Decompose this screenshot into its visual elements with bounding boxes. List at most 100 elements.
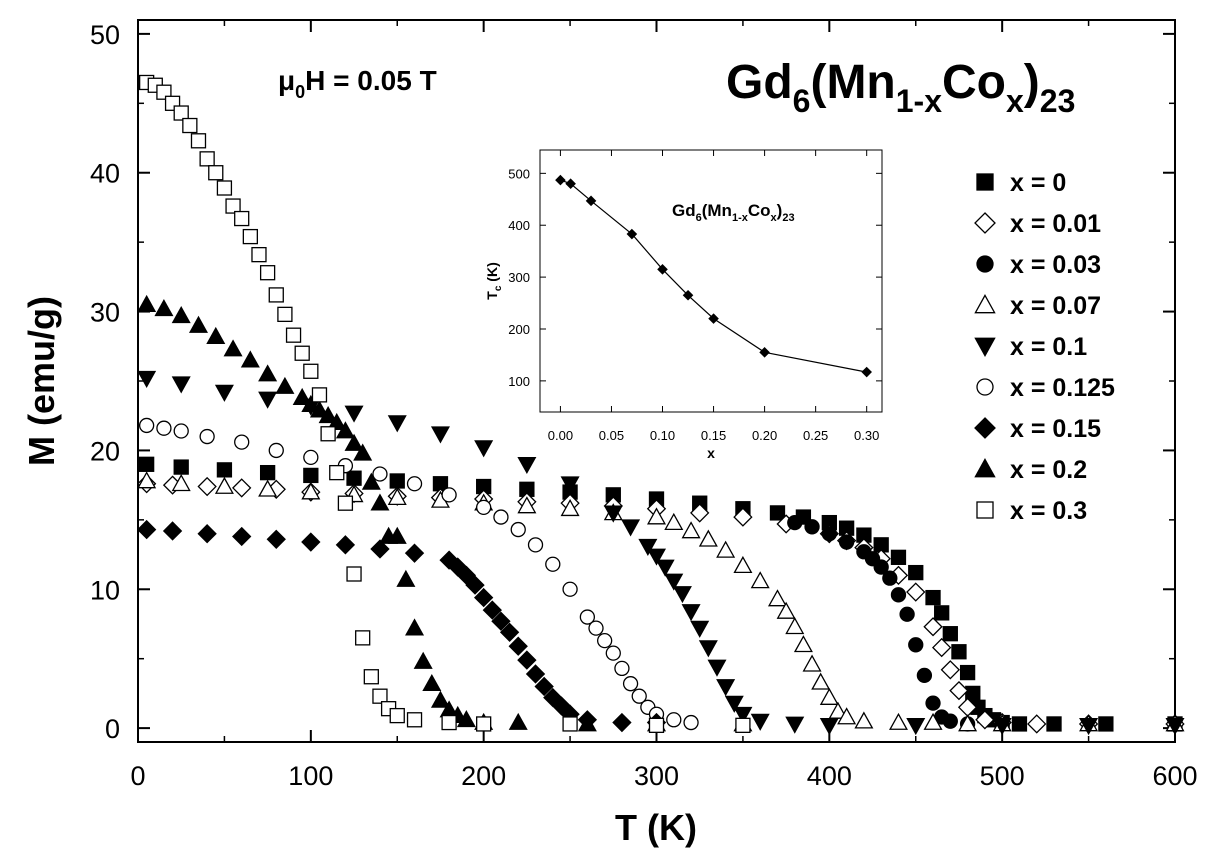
data-point	[137, 370, 157, 388]
inset-x-tick-label: 0.15	[701, 428, 726, 443]
formula-sub: 23	[1040, 83, 1076, 119]
data-point	[258, 479, 278, 497]
data-point	[285, 327, 302, 343]
data-point	[251, 246, 267, 263]
y-axis-title: M (emu/g)	[21, 296, 62, 466]
data-point	[517, 650, 537, 670]
inset-y-tick-label: 400	[508, 218, 530, 233]
data-point	[888, 712, 908, 730]
inset-formula-sub: 23	[782, 212, 794, 224]
data-point	[430, 426, 450, 444]
data-point	[560, 476, 580, 494]
data-point	[456, 710, 476, 728]
data-point	[173, 423, 189, 439]
data-point	[303, 363, 319, 379]
data-point	[318, 405, 338, 424]
data-point	[621, 519, 641, 537]
data-point	[188, 315, 208, 333]
data-point	[925, 589, 941, 606]
data-point	[707, 659, 727, 677]
data-point	[769, 505, 786, 521]
data-point	[923, 617, 943, 637]
legend-marker	[974, 458, 996, 478]
x-tick-label: 500	[980, 761, 1025, 791]
data-point	[353, 443, 373, 461]
legend-marker	[974, 212, 996, 234]
data-point	[225, 198, 241, 214]
main-series	[136, 74, 1185, 736]
data-point	[259, 464, 276, 481]
data-point	[303, 449, 319, 466]
data-point	[363, 669, 379, 685]
legend-marker	[976, 255, 994, 273]
data-point	[545, 556, 561, 572]
data-point	[491, 611, 511, 631]
data-point	[1079, 717, 1099, 736]
x-tick-label: 600	[1152, 761, 1197, 791]
data-point	[735, 717, 751, 733]
data-point	[266, 529, 286, 549]
data-point	[232, 526, 252, 547]
data-point	[197, 524, 217, 544]
data-point	[320, 426, 336, 442]
field-sub: 0	[295, 82, 305, 102]
data-point	[162, 521, 183, 541]
data-point	[838, 534, 855, 550]
data-point	[171, 376, 191, 394]
data-point	[959, 664, 976, 681]
data-point	[441, 487, 457, 503]
data-point	[171, 474, 191, 492]
inset-background	[539, 149, 883, 413]
data-point	[389, 473, 405, 489]
data-point	[672, 586, 692, 604]
data-point	[683, 714, 699, 731]
inset-y-tick-label: 100	[508, 374, 530, 389]
inset-series	[555, 174, 872, 378]
data-point	[259, 265, 276, 281]
inset-ticks: 0.00 0.05 0.10 0.15 0.20 0.25 0.30 100 200 300 400…	[508, 150, 882, 443]
y-tick-label: 10	[90, 575, 120, 605]
formula-part: (Mn	[810, 56, 895, 109]
data-point	[387, 526, 407, 544]
data-point	[716, 540, 736, 558]
data-point	[396, 569, 416, 587]
data-point	[854, 711, 874, 729]
data-point	[346, 470, 362, 486]
data-point	[579, 609, 596, 625]
data-point	[690, 503, 710, 523]
legend-label: x = 0.1	[1010, 333, 1087, 361]
legend-marker	[974, 294, 996, 314]
data-point	[473, 587, 494, 608]
formula-sub: x	[1006, 83, 1024, 119]
data-point	[430, 690, 450, 708]
series-x-0.3	[138, 74, 751, 733]
legend-marker	[976, 173, 994, 191]
data-point	[137, 294, 157, 313]
inset-data-point	[682, 289, 694, 301]
inset-formula: Gd6(Mn1-xCox)23	[672, 201, 795, 224]
inset-x-tick-label: 0.10	[650, 428, 675, 443]
formula-title: Gd6(Mn1-xCox)23	[726, 56, 1075, 119]
series-x-0.15	[136, 519, 667, 733]
data-point	[562, 581, 578, 597]
data-point	[890, 587, 907, 603]
data-point	[208, 165, 224, 181]
data-point	[932, 637, 952, 658]
inset-formula-sub: 1-x	[732, 212, 749, 224]
main-ticks: 0 100 200 300 400 500 600 0 10 20 30 40 50	[90, 20, 1198, 791]
y-tick-label: 50	[90, 20, 120, 50]
data-point	[882, 570, 898, 586]
data-point	[560, 499, 580, 517]
data-point	[301, 532, 321, 552]
data-point	[992, 717, 1012, 736]
data-point	[958, 714, 978, 732]
data-point	[890, 549, 907, 565]
data-point	[605, 645, 621, 661]
inset-formula-sub: x	[771, 212, 778, 224]
data-point	[329, 464, 345, 481]
data-point	[648, 717, 665, 733]
y-tick-label: 40	[90, 159, 120, 189]
data-point	[344, 433, 364, 451]
data-point	[787, 514, 803, 531]
